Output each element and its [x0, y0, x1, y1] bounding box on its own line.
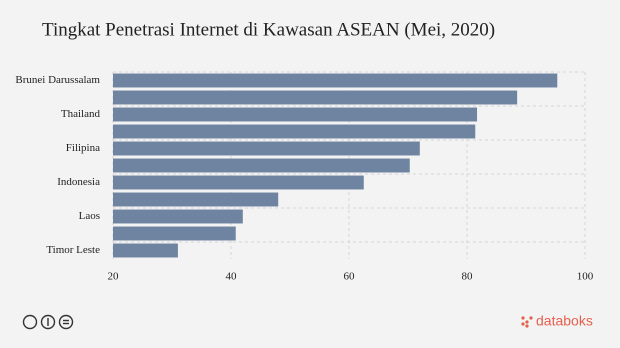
- y-tick-label: Laos: [79, 210, 100, 222]
- bar: [113, 141, 420, 156]
- bar: [113, 226, 236, 241]
- bar: [113, 158, 410, 173]
- brand-logo: [521, 316, 533, 328]
- bar: [113, 107, 478, 122]
- y-tick-label: Filipina: [66, 142, 100, 154]
- y-tick-label: Indonesia: [57, 176, 100, 188]
- x-tick-label: 40: [226, 271, 238, 283]
- x-tick-label: 80: [462, 271, 474, 283]
- x-tick-label: 20: [108, 271, 120, 283]
- bar: [113, 73, 558, 88]
- bar: [113, 243, 178, 258]
- brand-name: databoks: [536, 313, 593, 329]
- bar: [113, 192, 279, 207]
- bar: [113, 90, 518, 105]
- chart-title: Tingkat Penetrasi Internet di Kawasan AS…: [42, 19, 495, 40]
- y-tick-label: Brunei Darussalam: [15, 74, 100, 86]
- bar: [113, 209, 243, 224]
- y-tick-label: Thailand: [61, 108, 101, 120]
- license-icons: [22, 314, 74, 330]
- y-tick-label: Timor Leste: [46, 244, 100, 256]
- x-tick-label: 100: [577, 271, 594, 283]
- bar: [113, 124, 476, 139]
- x-tick-label: 60: [344, 271, 356, 283]
- bar: [113, 175, 364, 190]
